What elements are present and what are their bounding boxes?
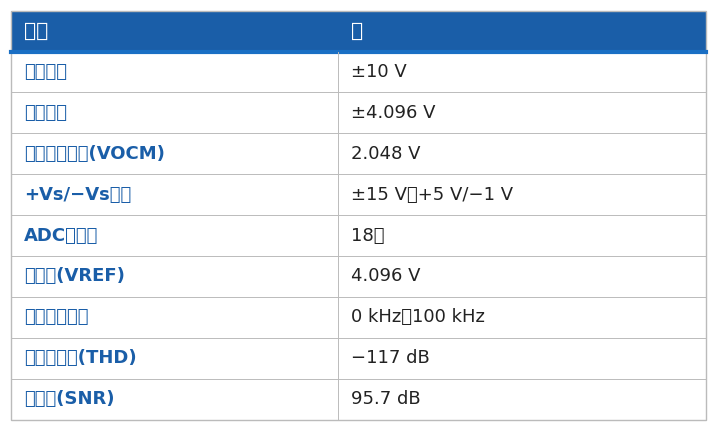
Text: +Vs/−Vs电源: +Vs/−Vs电源	[24, 186, 131, 204]
Bar	[11, 11, 706, 52]
Text: ±4.096 V: ±4.096 V	[351, 104, 435, 122]
Text: 输出差分: 输出差分	[24, 104, 67, 122]
Bar	[11, 215, 706, 256]
Text: 值: 值	[351, 22, 363, 40]
Bar	[11, 338, 706, 379]
Text: 总谐波失真(THD): 总谐波失真(THD)	[24, 349, 136, 367]
Bar	[11, 52, 706, 92]
Bar	[11, 256, 706, 297]
Text: ±10 V: ±10 V	[351, 63, 407, 81]
Bar	[11, 297, 706, 338]
Bar	[11, 133, 706, 174]
Text: 0 kHz至100 kHz: 0 kHz至100 kHz	[351, 308, 485, 326]
Text: 准电压(VREF): 准电压(VREF)	[24, 268, 125, 285]
Text: 输出共模电压(VOCM): 输出共模电压(VOCM)	[24, 145, 164, 163]
Text: ±15 V、+5 V/−1 V: ±15 V、+5 V/−1 V	[351, 186, 513, 204]
Bar	[11, 92, 706, 133]
Text: 95.7 dB: 95.7 dB	[351, 390, 420, 408]
Bar	[11, 174, 706, 215]
Text: 18位: 18位	[351, 227, 384, 245]
Text: 输入差分: 输入差分	[24, 63, 67, 81]
Text: 4.096 V: 4.096 V	[351, 268, 420, 285]
Text: 参数: 参数	[24, 22, 48, 40]
Bar	[11, 379, 706, 420]
Text: −117 dB: −117 dB	[351, 349, 429, 367]
Text: 输入频率范围: 输入频率范围	[24, 308, 88, 326]
Text: ADC全差分: ADC全差分	[24, 227, 98, 245]
Text: 2.048 V: 2.048 V	[351, 145, 420, 163]
Text: 信噪比(SNR): 信噪比(SNR)	[24, 390, 114, 408]
